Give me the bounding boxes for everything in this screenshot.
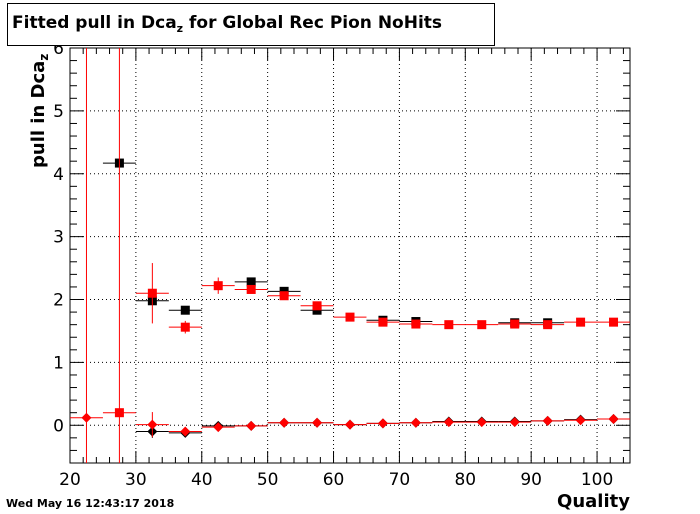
x-tick-label: 90 — [520, 470, 542, 490]
data-point-square — [114, 408, 124, 418]
data-point-square — [576, 317, 586, 327]
data-point-diamond — [608, 413, 619, 424]
data-point-square — [312, 301, 322, 311]
y-tick-label: 0 — [53, 416, 64, 436]
data-point-square — [246, 277, 256, 287]
x-tick-label: 30 — [125, 470, 147, 490]
x-axis-label: Quality — [557, 491, 630, 512]
data-point-diamond — [147, 419, 158, 430]
x-tick-label: 50 — [257, 470, 279, 490]
data-point-diamond — [410, 417, 421, 428]
data-point-diamond — [81, 412, 92, 423]
data-point-diamond — [509, 417, 520, 428]
data-point-square — [180, 322, 190, 332]
x-tick-label: 100 — [581, 470, 613, 490]
data-point-diamond — [377, 418, 388, 429]
chart-title-box: Fitted pull in Dcaz for Global Rec Pion … — [7, 3, 495, 46]
y-tick-label: 5 — [53, 102, 64, 122]
data-point-square — [279, 291, 289, 301]
data-point-diamond — [213, 422, 224, 433]
y-tick-label: 2 — [53, 291, 64, 311]
plot-frame — [69, 47, 631, 464]
data-point-square — [378, 317, 388, 327]
data-point-square — [444, 320, 454, 330]
title-subscript: z — [176, 22, 184, 35]
data-point-diamond — [575, 415, 586, 426]
y-tick-label: 3 — [53, 228, 64, 248]
x-tick-label: 80 — [454, 470, 476, 490]
y-tick-label: 1 — [53, 353, 64, 373]
data-point-diamond — [312, 417, 323, 428]
data-point-square — [180, 305, 190, 315]
data-point-square — [345, 312, 355, 322]
data-point-square — [609, 317, 619, 327]
x-tick-label: 20 — [59, 470, 81, 490]
ylabel-subscript: z — [37, 53, 51, 61]
y-axis-label: pull in Dcaz — [28, 54, 51, 168]
data-point-diamond — [345, 419, 355, 430]
data-point-square — [510, 319, 520, 329]
data-point-square — [147, 288, 157, 298]
data-point-square — [477, 320, 487, 330]
x-tick-label: 70 — [389, 470, 411, 490]
data-point-square — [213, 281, 223, 291]
data-point-square — [411, 319, 421, 329]
ylabel-main: pull in Dca — [28, 60, 49, 168]
timestamp: Wed May 16 12:43:17 2018 — [6, 497, 175, 510]
data-point-diamond — [180, 426, 191, 437]
data-point-square — [543, 320, 553, 330]
y-tick-label: 4 — [53, 165, 64, 185]
x-tick-label: 40 — [191, 470, 213, 490]
data-point-diamond — [542, 415, 553, 426]
chart-title: Fitted pull in Dcaz for Global Rec Pion … — [12, 13, 442, 35]
title-rest: for Global Rec Pion NoHits — [183, 13, 443, 33]
data-point-square — [246, 284, 256, 294]
data-point-diamond — [279, 417, 290, 428]
data-point-diamond — [443, 417, 454, 428]
y-tick-label: 6 — [53, 39, 64, 59]
data-point-diamond — [246, 420, 257, 431]
x-tick-label: 60 — [323, 470, 345, 490]
title-main: Fitted pull in Dca — [12, 13, 177, 33]
data-point-diamond — [476, 417, 487, 428]
